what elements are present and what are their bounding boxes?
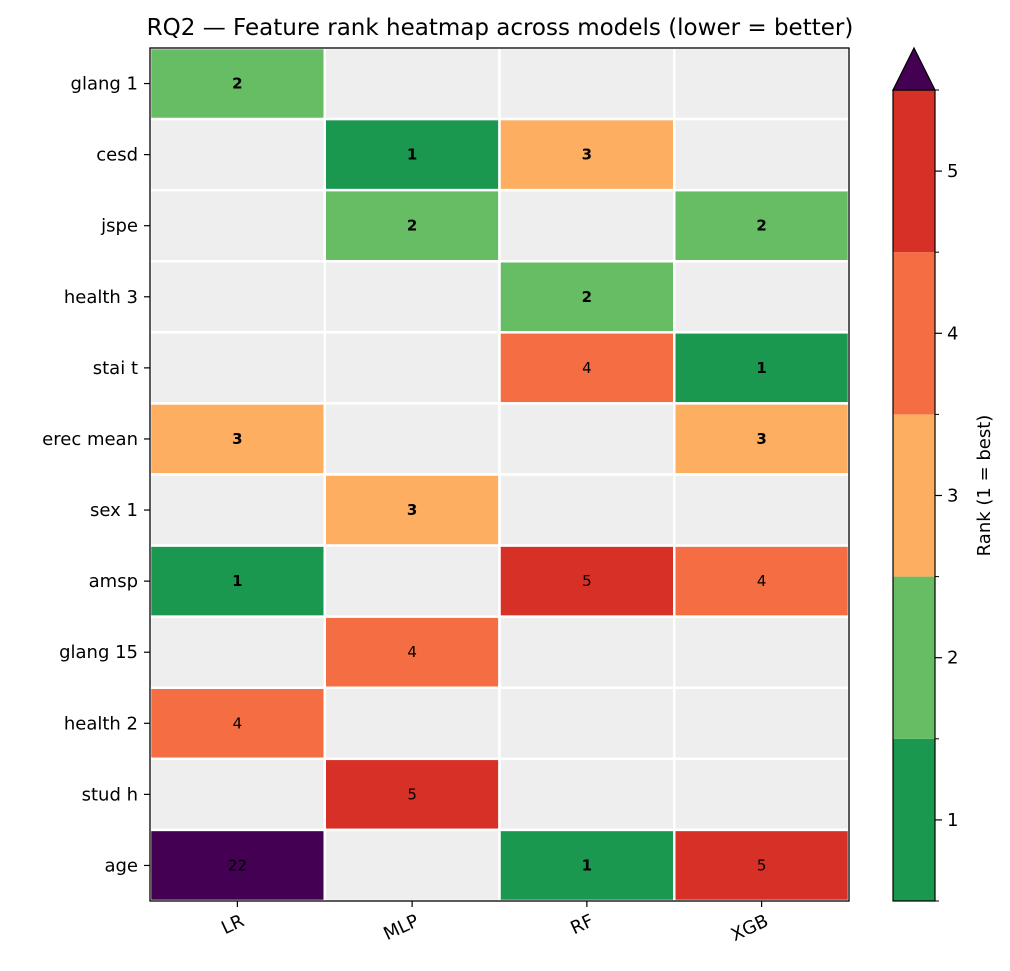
cell-glang-1-rf [498,46,676,121]
cell-stai-t-lr [148,331,326,405]
colorbar-tick-label-2: 2 [947,648,958,669]
column-label-mlp: MLP [380,910,422,944]
cell-label-erec-mean-xgb: 3 [756,430,766,448]
cell-label-jspe-xgb: 2 [756,217,766,235]
cell-stai-t-mlp [323,331,501,405]
column-labels: LR MLP RF XGB [218,901,772,946]
cell-sex-1-xgb [673,473,851,547]
colorbar-tick-label-5: 5 [947,161,958,182]
cell-label-stai-t-xgb: 1 [756,359,766,377]
cell-label-jspe-mlp: 2 [407,217,417,235]
cell-label-health-3-rf: 2 [582,288,592,306]
cell-label-amsp-rf: 5 [582,572,592,590]
cell-label-glang-15-mlp: 4 [407,643,417,661]
cell-glang-15-lr [148,615,326,690]
cell-health-2-mlp [323,686,501,761]
cell-label-stud-h-mlp: 5 [407,785,417,803]
cell-stud-h-xgb [673,757,851,832]
colorbar-extend-arrow [892,46,936,91]
cell-label-age-rf: 1 [582,856,592,874]
cell-age-mlp [323,828,501,903]
row-label-stai-t: stai t [93,358,138,379]
cell-label-erec-mean-lr: 3 [232,430,242,448]
chart-title: RQ2 — Feature rank heatmap across models… [147,15,854,41]
cell-health-3-mlp [323,260,501,334]
row-label-age: age [104,855,138,876]
colorbar-segment-3 [893,414,935,577]
colorbar-segment-5 [893,90,935,253]
row-label-glang-1: glang 1 [71,74,138,95]
column-label-lr: LR [218,910,247,939]
row-label-cesd: cesd [96,145,138,166]
cell-label-cesd-rf: 3 [582,146,592,164]
row-label-stud-h: stud h [82,784,138,805]
row-label-jspe: jspe [100,216,138,237]
plot-frame [149,47,850,902]
cell-age-xgb [673,828,851,903]
cell-glang-1-mlp [323,46,501,121]
cell-label-sex-1-mlp: 3 [407,501,417,519]
cell-erec-mean-xgb [673,402,851,476]
colorbar: 1 2 3 4 5 Rank (1 = best) [892,46,995,902]
cell-amsp-xgb [673,544,851,618]
cell-health-2-xgb [673,686,851,761]
cell-cesd-mlp [323,117,501,192]
cell-cesd-xgb [673,117,851,192]
colorbar-tick-label-3: 3 [947,486,958,507]
column-label-rf: RF [567,910,597,939]
row-label-sex-1: sex 1 [90,500,138,521]
row-label-health-3: health 3 [64,287,138,308]
cell-label-amsp-lr: 1 [232,572,242,590]
cell-jspe-rf [498,188,676,263]
row-labels: glang 1 cesd jspe health 3 stai t erec mean se… [42,74,150,876]
cell-label-cesd-mlp: 1 [407,146,417,164]
cell-sex-1-rf [498,473,676,547]
cell-glang-1-xgb [673,46,851,121]
cell-stud-h-lr [148,757,326,832]
row-label-glang-15: glang 15 [59,642,138,663]
cell-label-age-xgb: 5 [757,856,767,874]
cell-label-stai-t-rf: 4 [582,359,592,377]
cell-stai-t-xgb [673,331,851,405]
cell-jspe-lr [148,188,326,263]
colorbar-segment-4 [893,252,935,415]
cell-age-rf [498,828,676,903]
cell-label-amsp-xgb: 4 [757,572,767,590]
cell-amsp-lr [148,544,326,618]
cell-stud-h-rf [498,757,676,832]
colorbar-tick-label-4: 4 [947,323,958,344]
row-label-health-2: health 2 [64,713,138,734]
cell-health-3-lr [148,260,326,334]
cell-cesd-lr [148,117,326,192]
cell-glang-15-rf [498,615,676,690]
cell-health-2-rf [498,686,676,761]
row-label-erec-mean: erec mean [42,429,138,450]
row-label-amsp: amsp [89,571,138,592]
colorbar-segment-1 [893,738,935,901]
colorbar-tick-label-1: 1 [947,810,958,831]
cell-glang-15-xgb [673,615,851,690]
cell-amsp-mlp [323,544,501,618]
cell-health-3-xgb [673,260,851,334]
column-label-xgb: XGB [728,910,772,945]
cell-health-3-rf [498,260,676,334]
cell-label-health-2-lr: 4 [233,714,243,732]
cell-erec-mean-rf [498,402,676,476]
cell-label-age-lr: 22 [228,856,247,874]
cell-stud-h-mlp [323,757,501,832]
cell-erec-mean-mlp [323,402,501,476]
cell-label-glang-1-lr: 2 [232,75,242,93]
cell-sex-1-lr [148,473,326,547]
colorbar-label: Rank (1 = best) [974,415,995,557]
colorbar-segment-2 [893,576,935,739]
